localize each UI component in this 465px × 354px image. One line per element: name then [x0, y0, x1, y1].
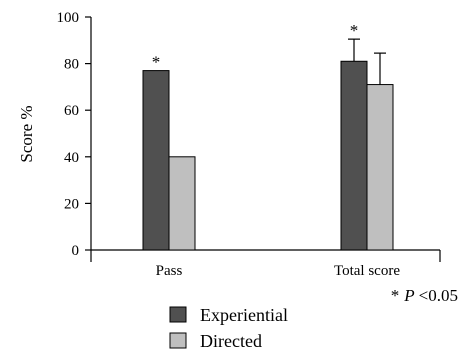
note-star: *: [391, 286, 400, 305]
bars: [142, 60, 394, 251]
significance-mark: *: [350, 21, 359, 40]
y-tick-label: 20: [64, 196, 79, 212]
y-tick-label: 100: [57, 10, 80, 26]
significance-note: * P <0.05: [391, 286, 458, 305]
category-label-pass: Pass: [156, 263, 183, 279]
significance-marks: **: [152, 21, 359, 71]
y-tick-label: 40: [64, 150, 79, 166]
legend-label-experiential: Experiential: [200, 305, 288, 325]
note-p: P: [403, 286, 414, 305]
y-axis-label: Score %: [17, 105, 36, 162]
y-tick-label: 60: [64, 103, 79, 119]
category-label-total-score: Total score: [334, 263, 400, 279]
error-bars: [348, 38, 386, 85]
note-threshold: <0.05: [419, 286, 458, 305]
bar-experiential-total-score: [340, 60, 368, 251]
y-tick-label: 0: [72, 243, 80, 259]
legend-label-directed: Directed: [200, 331, 262, 351]
bar-directed-pass: [168, 156, 196, 251]
bar-experiential-pass: [142, 70, 170, 251]
bar-directed-total-score: [366, 84, 394, 251]
legend-swatch-experiential: [169, 306, 187, 323]
legend: Experiential Directed: [169, 305, 288, 351]
significance-mark: *: [152, 53, 161, 72]
y-tick-label: 80: [64, 57, 79, 73]
legend-swatch-directed: [169, 332, 187, 349]
y-ticks: 0 20 40 60 80 100: [57, 10, 91, 259]
